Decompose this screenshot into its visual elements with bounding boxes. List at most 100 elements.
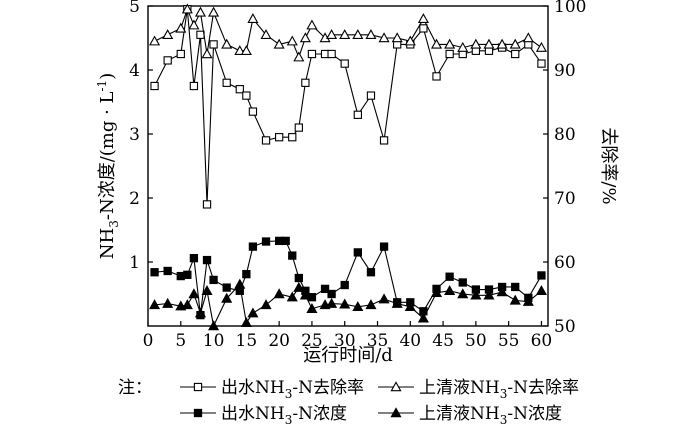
data-point [537, 271, 546, 280]
legend-item-0: 出水NH3-N去除率 [180, 378, 364, 401]
data-point [522, 295, 534, 306]
legend-label: 出水NH3-N浓度 [221, 404, 347, 427]
data-point [306, 302, 318, 313]
data-point [260, 299, 272, 310]
legend-label: 上清液NH3-N浓度 [419, 404, 562, 427]
data-point [194, 307, 206, 318]
legend-marker [193, 382, 203, 392]
data-point [202, 255, 212, 265]
data-point [201, 285, 213, 296]
legend-marker [390, 407, 402, 418]
data-point [457, 41, 469, 52]
data-point [293, 281, 305, 292]
data-point [430, 38, 443, 49]
legend-marker [193, 408, 203, 418]
data-point [194, 6, 206, 17]
data-point [294, 123, 303, 132]
data-point [222, 283, 231, 292]
data-point [391, 297, 403, 308]
data-point [537, 59, 546, 68]
data-point [181, 299, 193, 310]
y-right-tick-label: 50 [554, 317, 576, 337]
x-tick-label: 50 [465, 331, 487, 351]
data-point [483, 38, 495, 49]
data-point [366, 268, 376, 277]
data-point [458, 278, 467, 287]
data-point [189, 254, 199, 263]
data-point [286, 35, 298, 46]
data-point [273, 288, 285, 299]
data-point [281, 236, 290, 246]
data-point [301, 78, 310, 87]
data-point [234, 45, 246, 56]
data-point [320, 284, 330, 294]
data-point [162, 29, 174, 40]
y-axis-right-label: 去除率/% [598, 127, 619, 204]
data-point [261, 237, 271, 246]
data-point [417, 13, 429, 24]
x-tick-label: 10 [203, 331, 225, 351]
data-point [299, 289, 311, 300]
data-point [379, 242, 389, 251]
data-point [150, 268, 159, 277]
plot-frame [147, 5, 549, 327]
data-point [189, 81, 199, 91]
data-point [163, 56, 172, 65]
data-point [176, 49, 185, 59]
data-point [235, 85, 244, 94]
data-point [240, 45, 252, 56]
data-point [327, 289, 336, 299]
data-point [327, 49, 336, 59]
data-point [432, 72, 441, 81]
data-point [417, 312, 429, 323]
data-point [511, 49, 520, 59]
legend-label: 上清液NH3-N去除率 [419, 378, 579, 401]
data-point [288, 251, 297, 260]
x-tick-label: 45 [432, 331, 454, 351]
data-point [340, 59, 349, 68]
y-left-tick-label: 4 [129, 61, 140, 81]
data-point [470, 38, 482, 49]
data-point [183, 270, 192, 279]
data-point [419, 24, 428, 33]
data-point [247, 13, 259, 24]
data-point [260, 29, 272, 40]
data-point [286, 291, 298, 302]
x-axis-label: 运行时间/d [303, 345, 393, 366]
data-point [163, 266, 172, 276]
data-point [445, 272, 454, 281]
legend-label: 出水NH3-N去除率 [221, 378, 364, 401]
data-point [299, 32, 311, 43]
y-right-tick-label: 90 [554, 61, 576, 81]
data-point [273, 38, 285, 49]
data-point [353, 248, 362, 257]
x-tick-label: 20 [268, 331, 290, 351]
x-tick-label: 25 [301, 331, 323, 351]
data-point [496, 286, 508, 297]
x-tick-label: 60 [531, 331, 553, 351]
data-point [535, 285, 547, 296]
data-point [240, 317, 252, 328]
data-point [496, 38, 508, 49]
data-point [352, 29, 364, 40]
data-point [222, 78, 231, 87]
data-point [444, 285, 456, 296]
data-point [188, 288, 200, 299]
data-point [208, 6, 220, 17]
data-point [457, 288, 469, 299]
data-point [509, 294, 521, 305]
data-point [234, 278, 246, 289]
data-point [378, 32, 390, 43]
y-left-tick-label: 5 [129, 0, 140, 17]
data-point [326, 29, 338, 40]
x-tick-label: 5 [175, 331, 186, 351]
data-point [209, 275, 218, 285]
data-point [365, 29, 377, 40]
data-point [196, 30, 205, 39]
data-point [404, 301, 416, 312]
plot-area: 0 5 10 15 20 25 30 35 40 45 50 55 601234550607080901… [129, 0, 586, 351]
series-3 [149, 278, 547, 331]
x-tick-label: 55 [498, 331, 520, 351]
